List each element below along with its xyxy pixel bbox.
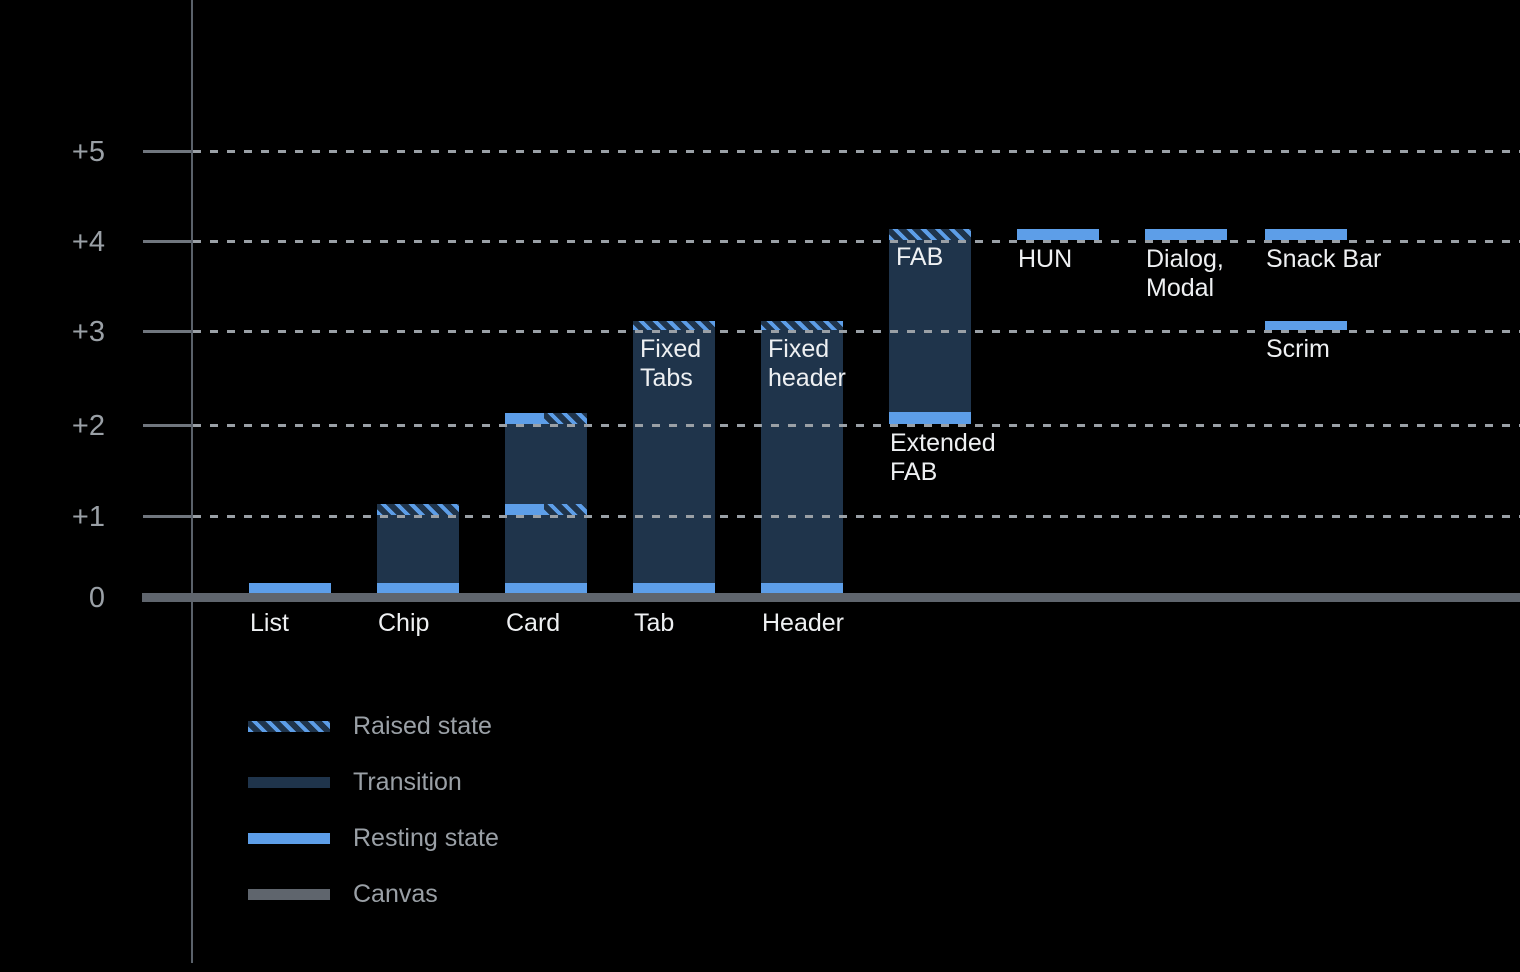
bar-header-transition-segment <box>761 330 843 583</box>
bar-label-tab: Tab <box>634 609 675 637</box>
bar-header-resting-segment <box>761 582 843 593</box>
bar-dialog-modal-resting-segment <box>1145 229 1227 240</box>
gridline-4 <box>193 240 1520 243</box>
y-axis-tick-4 <box>143 240 191 243</box>
y-axis-label-0: 0 <box>88 581 105 614</box>
bar-card-transition-segment <box>505 515 587 583</box>
bar-chip-resting-segment <box>377 582 459 593</box>
bar-scrim-resting-segment <box>1265 321 1347 330</box>
bar-label-dialog-modal: Dialog, Modal <box>1146 245 1224 302</box>
bar-extended-fab-resting-segment <box>889 411 971 424</box>
legend-label-transition: Transition <box>353 768 462 796</box>
gridline-2 <box>193 424 1520 427</box>
bar-label-list: List <box>250 609 289 637</box>
bar-card-resting-segment <box>505 582 587 593</box>
y-axis-tick-3 <box>143 330 191 333</box>
bar-header-raised-segment <box>761 321 843 330</box>
bar-label-snack-bar: Snack Bar <box>1266 245 1382 273</box>
legend-item-raised: Raised state <box>248 710 492 742</box>
y-axis-label-4: +4 <box>71 225 105 258</box>
bar-card-resting-part <box>505 412 545 424</box>
bar-tab-raised-segment <box>633 321 715 330</box>
bar-label-chip: Chip <box>378 609 430 637</box>
y-axis-tick-1 <box>143 515 191 518</box>
legend-item-canvas: Canvas <box>248 878 438 910</box>
legend-swatch-raised <box>248 720 330 732</box>
bar-inner-label-tab: Fixed Tabs <box>640 335 702 392</box>
legend-item-resting: Resting state <box>248 822 499 854</box>
bar-card-resting-part <box>505 504 545 515</box>
gridline-3 <box>193 330 1520 333</box>
bar-label-extended-fab: Extended FAB <box>890 429 996 486</box>
legend-label-raised: Raised state <box>353 712 492 740</box>
y-axis-label-3: +3 <box>71 315 105 348</box>
bar-list-resting-segment <box>249 582 331 593</box>
bar-label-card: Card <box>506 609 561 637</box>
legend-label-canvas: Canvas <box>353 880 438 908</box>
bar-label-header: Header <box>762 609 844 637</box>
bar-card-split-segment <box>505 412 587 424</box>
legend-swatch-transition <box>248 776 330 788</box>
legend-swatch-resting <box>248 832 330 844</box>
bar-hun-resting-segment <box>1017 229 1099 240</box>
bar-label-hun: HUN <box>1018 245 1073 273</box>
bar-chip-raised-segment <box>377 504 459 515</box>
bar-chip-transition-segment <box>377 515 459 583</box>
bar-card-split-segment <box>505 504 587 515</box>
y-axis-line <box>191 0 193 963</box>
legend-swatch-canvas <box>248 888 330 900</box>
bar-inner-label-header: Fixed header <box>768 335 846 392</box>
bar-snack-bar-resting-segment <box>1265 229 1347 240</box>
bar-extended-fab-transition-segment <box>889 240 971 412</box>
bar-tab-resting-segment <box>633 582 715 593</box>
bar-card-transition-segment <box>505 424 587 505</box>
y-axis-tick-2 <box>143 424 191 427</box>
gridline-5 <box>193 150 1520 153</box>
y-axis-label-2: +2 <box>71 409 105 442</box>
gridline-1 <box>193 515 1520 518</box>
bar-tab-transition-segment <box>633 330 715 583</box>
legend-label-resting: Resting state <box>353 824 499 852</box>
canvas-baseline <box>142 593 1520 602</box>
y-axis-label-1: +1 <box>71 500 105 533</box>
bar-card-raised-part <box>544 504 587 515</box>
bar-card-raised-part <box>544 412 587 424</box>
y-axis-label-5: +5 <box>71 135 105 168</box>
bar-label-scrim: Scrim <box>1266 335 1330 363</box>
y-axis-tick-5 <box>143 150 191 153</box>
bar-inner-label-extended-fab: FAB <box>896 243 944 272</box>
bar-extended-fab-raised-segment <box>889 229 971 240</box>
legend-item-transition: Transition <box>248 766 462 798</box>
